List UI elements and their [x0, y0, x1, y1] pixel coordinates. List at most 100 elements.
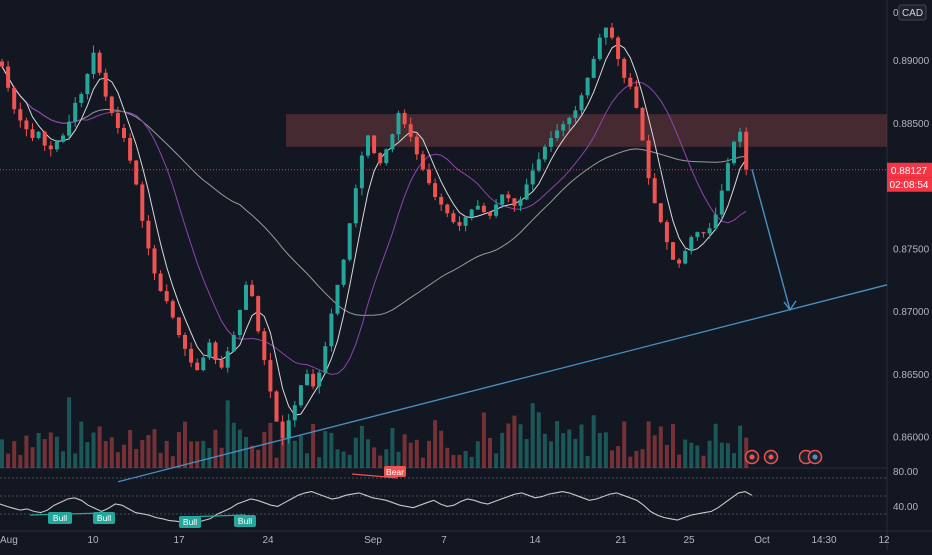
- candlesticks: [0, 22, 749, 446]
- candle-body: [103, 72, 108, 97]
- candle-body: [378, 153, 383, 164]
- candle-body: [152, 248, 157, 274]
- candle-body: [677, 259, 682, 264]
- candle-body: [195, 362, 200, 371]
- currency-badge[interactable]: [898, 4, 927, 21]
- volume-bar: [567, 429, 572, 468]
- candle-body: [189, 348, 194, 363]
- volume-bar: [640, 449, 645, 468]
- volume-bar: [140, 440, 145, 468]
- time-axis[interactable]: Aug 10 17 24 Sep 7 14 21 25 Oct 14:30 12: [0, 535, 890, 546]
- candle-body: [176, 317, 181, 336]
- candle-body: [42, 131, 47, 146]
- svg-text:Bear: Bear: [386, 467, 404, 477]
- volume-bar: [591, 415, 596, 468]
- volume-bar: [85, 442, 90, 468]
- candle-body: [695, 232, 700, 238]
- candle-body: [256, 296, 261, 332]
- candle-body: [494, 204, 499, 216]
- candle-body: [518, 199, 523, 206]
- volume-bar: [671, 424, 675, 468]
- candle-body: [616, 37, 621, 59]
- volume-bar: [701, 455, 706, 468]
- time-label: 24: [262, 535, 274, 546]
- volume-bar: [189, 441, 194, 468]
- candle-body: [61, 135, 65, 142]
- bull-label: Bull: [234, 515, 256, 527]
- volume-bar: [481, 412, 486, 468]
- candle-body: [85, 74, 90, 95]
- candle-body: [707, 228, 712, 234]
- volume-bar: [54, 436, 59, 468]
- candle-body: [109, 96, 114, 113]
- projection-arrow[interactable]: [751, 169, 797, 312]
- volume-bar: [30, 447, 35, 468]
- volume-bar: [24, 435, 29, 468]
- volume-bar: [12, 441, 17, 468]
- candle-body: [463, 217, 468, 226]
- candle-body: [439, 196, 444, 205]
- candle-body: [738, 131, 743, 142]
- candle-body: [427, 169, 431, 184]
- bull-label: Bull: [48, 512, 72, 524]
- candle-body: [347, 223, 352, 260]
- volume-bar: [79, 421, 84, 468]
- volume-bar: [512, 415, 517, 468]
- price-tick-label: 0.88500: [893, 119, 930, 130]
- volume-bar: [414, 439, 419, 468]
- volume-bar: [646, 421, 651, 468]
- volume-bar: [262, 431, 267, 468]
- price-tick-label: 0.89000: [893, 56, 930, 67]
- candle-body: [24, 120, 29, 130]
- volume-bar: [280, 435, 285, 468]
- candle-body: [481, 205, 486, 213]
- volume-bar: [713, 423, 718, 468]
- volume-bar: [603, 432, 608, 468]
- volume-bar: [573, 438, 578, 468]
- volume-bar: [555, 421, 560, 468]
- candle-body: [713, 214, 718, 229]
- volume-bar: [115, 452, 120, 468]
- volume-bar: [128, 429, 133, 468]
- volume-bar: [91, 432, 96, 468]
- candle-body: [451, 213, 456, 223]
- supply-zone[interactable]: [286, 114, 887, 147]
- candle-body: [158, 273, 163, 292]
- event-dot-icon: [768, 454, 774, 460]
- volume-bar: [323, 431, 328, 468]
- volume-bar: [597, 432, 602, 468]
- volume-bar: [378, 455, 383, 468]
- candle-body: [311, 373, 316, 387]
- bull-label: Bull: [93, 512, 115, 524]
- candle-body: [183, 335, 187, 349]
- svg-text:Bull: Bull: [53, 513, 67, 523]
- candle-body: [512, 198, 517, 206]
- event-icons[interactable]: [744, 449, 823, 465]
- candle-body: [634, 86, 639, 108]
- time-label: 17: [173, 535, 185, 546]
- volume-bar: [628, 456, 633, 468]
- candle-body: [732, 141, 736, 164]
- volume-bar: [677, 454, 682, 468]
- candle-body: [658, 203, 663, 223]
- current-price-label: 0.88127: [891, 166, 928, 177]
- time-label: 7: [441, 535, 447, 546]
- candle-body: [555, 130, 560, 139]
- candle-body: [237, 309, 242, 336]
- volume-bar: [408, 442, 413, 468]
- candle-body: [97, 52, 102, 73]
- candle-body: [542, 146, 547, 160]
- volume-bar: [305, 453, 309, 468]
- volume-bar: [170, 456, 175, 468]
- volume-bar: [500, 432, 505, 468]
- candle-body: [48, 145, 53, 150]
- candle-body: [250, 284, 255, 297]
- ascending-trendline[interactable]: [117, 284, 888, 483]
- time-label: Aug: [0, 535, 18, 546]
- volume-bar: [103, 441, 108, 468]
- candle-body: [341, 259, 346, 285]
- svg-text:Bull: Bull: [183, 517, 197, 527]
- candle-body: [414, 136, 419, 155]
